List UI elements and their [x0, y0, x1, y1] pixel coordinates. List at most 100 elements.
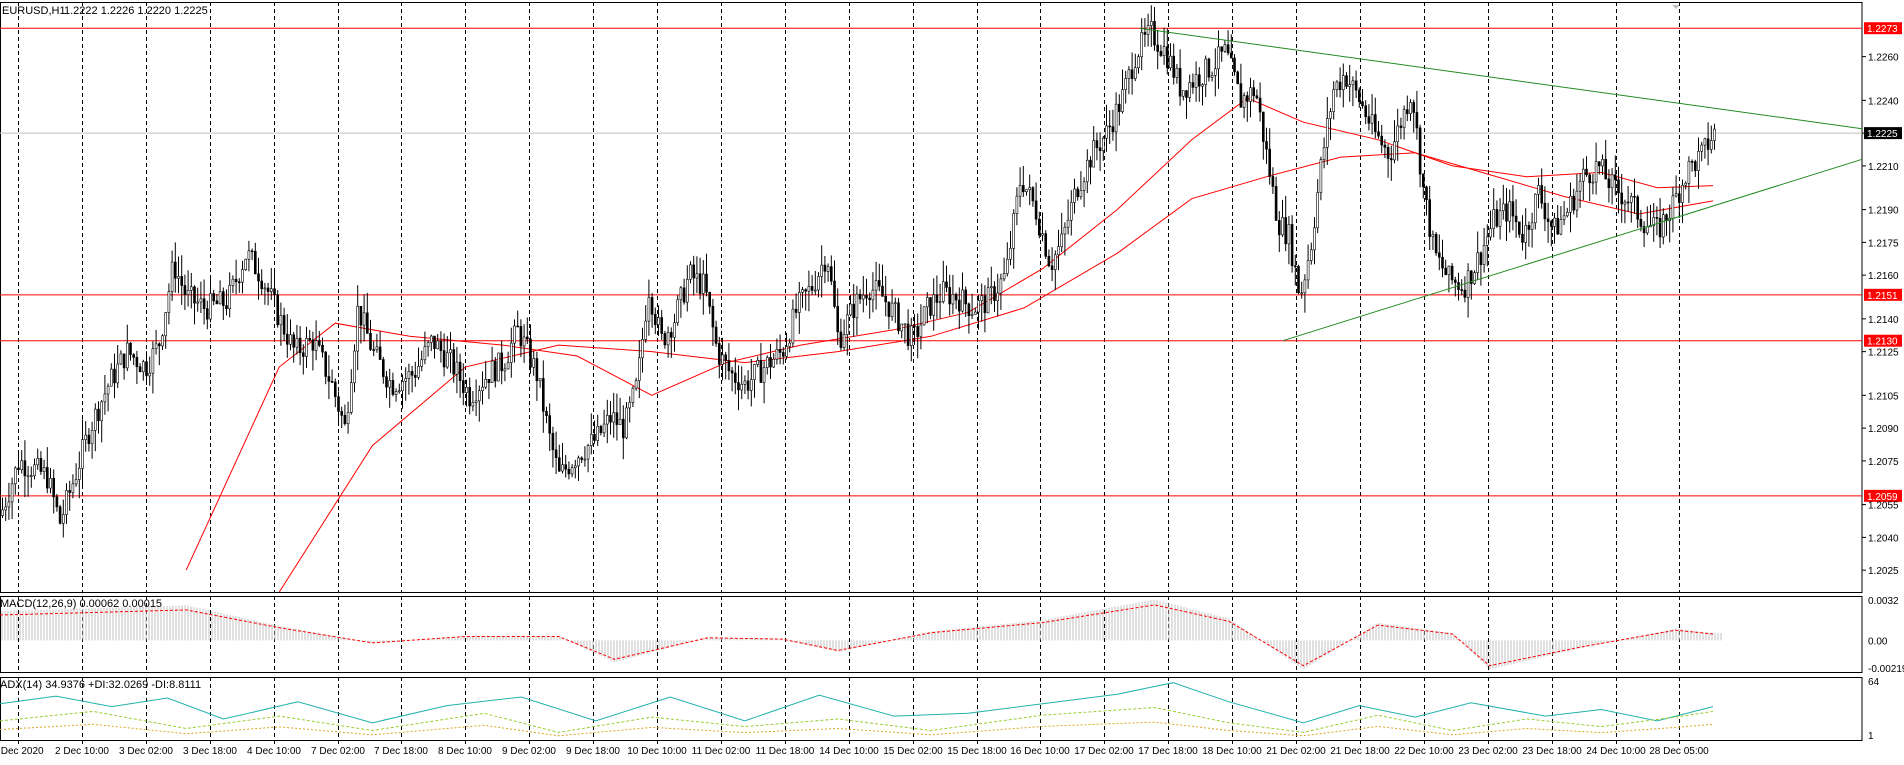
candle-body: [1630, 196, 1633, 203]
candle-body: [644, 320, 648, 340]
candle-body: [372, 349, 376, 351]
candle-body: [701, 273, 705, 294]
candle-body: [1588, 174, 1591, 184]
candle-body: [282, 315, 286, 335]
candle-body: [538, 378, 542, 382]
candle-body: [506, 362, 510, 370]
candle-body: [1374, 114, 1377, 133]
candle-body: [1054, 254, 1057, 270]
macd-signal-line: [0, 604, 1714, 667]
candle-body: [199, 298, 203, 303]
candle-body: [7, 501, 11, 508]
candle-body: [913, 325, 916, 328]
candle-body: [500, 352, 504, 372]
candle-body: [794, 308, 798, 313]
candle-body: [52, 477, 56, 498]
adx-line: [0, 682, 1714, 724]
candle-body: [241, 269, 244, 283]
candle-body: [637, 357, 641, 381]
candle-body: [1642, 226, 1646, 234]
candle-body: [890, 302, 894, 317]
candle-body: [887, 301, 891, 317]
candle-body: [529, 338, 532, 368]
x-tick-label: 9 Dec 02:00: [502, 746, 556, 757]
candle-body: [909, 325, 913, 346]
candle-body: [1159, 51, 1163, 56]
candle-body: [292, 334, 296, 348]
candle-body: [39, 458, 43, 472]
candle-body: [1540, 185, 1543, 204]
candle-body: [10, 483, 14, 503]
y-tick-label: 1.2055: [1868, 501, 1899, 512]
candle-body: [769, 357, 772, 368]
candle-body: [1018, 185, 1022, 197]
candle-body: [81, 439, 84, 469]
candle-body: [381, 359, 385, 377]
candle-body: [612, 412, 616, 423]
candle-body: [218, 291, 222, 305]
candle-body: [1041, 233, 1044, 236]
candle-body: [116, 363, 119, 384]
candle-body: [1095, 140, 1099, 149]
candle-body: [535, 358, 539, 382]
candle-body: [570, 467, 574, 475]
candle-body: [932, 294, 936, 316]
candle-body: [1345, 75, 1348, 87]
candle-body: [404, 378, 408, 382]
candle-body: [929, 297, 932, 316]
candle-body: [1194, 74, 1198, 88]
candle-body: [493, 360, 497, 382]
candle-body: [436, 340, 440, 350]
candle-body: [541, 378, 545, 412]
x-tick-label: 15 Dec 02:00: [883, 746, 943, 757]
candle-body: [455, 361, 459, 375]
candle-body: [669, 332, 673, 338]
macd-y-tick-label: 0.00: [1868, 636, 1888, 647]
candle-body: [1527, 225, 1531, 230]
candle-body: [1351, 80, 1355, 86]
candle-body: [1687, 161, 1691, 184]
candle-body: [1713, 128, 1716, 141]
current-price-label: 1.2225: [1867, 129, 1898, 140]
candle-body: [17, 467, 20, 470]
candle-body: [97, 408, 100, 422]
y-tick-label: 1.2140: [1868, 315, 1899, 326]
candle-body: [1326, 118, 1329, 148]
candle-body: [385, 376, 388, 388]
candle-body: [343, 415, 347, 424]
candle-body: [1031, 187, 1035, 202]
candle-body: [1354, 80, 1358, 91]
candle-body: [922, 306, 926, 326]
candle-body: [1434, 234, 1438, 254]
candle-body: [689, 264, 692, 280]
candle-body: [1476, 252, 1479, 273]
candle-body: [641, 339, 644, 359]
candle-body: [647, 297, 651, 322]
candle-body: [586, 445, 590, 460]
candle-body: [1655, 217, 1659, 219]
candle-body: [858, 293, 862, 300]
candle-body: [692, 264, 696, 279]
candle-body: [522, 336, 526, 347]
adx-y-tick-label: 64: [1868, 677, 1880, 688]
candle-body: [420, 359, 424, 367]
candle-body: [417, 366, 420, 378]
candle-body: [977, 300, 980, 313]
candle-body: [941, 281, 945, 302]
x-tick-label: 17 Dec 18:00: [1138, 746, 1198, 757]
level-price-label: 1.2059: [1867, 492, 1898, 503]
level-price-tag: [1864, 489, 1902, 502]
x-tick-label: 7 Dec 02:00: [311, 746, 365, 757]
x-tick-label: 3 Dec 02:00: [119, 746, 173, 757]
candle-body: [321, 344, 324, 353]
x-tick-label: 7 Dec 18:00: [374, 746, 428, 757]
candle-body: [487, 379, 491, 383]
adx-y-tick-label: 1: [1868, 731, 1874, 742]
candle-body: [481, 386, 484, 392]
candle-body: [551, 432, 555, 451]
candle-body: [1361, 101, 1364, 107]
candle-body: [1121, 89, 1124, 112]
candle-body: [1140, 32, 1143, 58]
